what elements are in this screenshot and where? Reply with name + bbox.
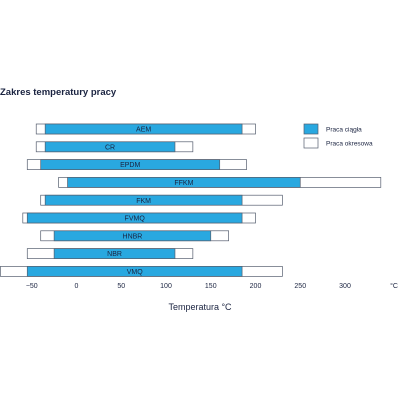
bar-label-ffkm: FFKM: [174, 180, 193, 187]
chart-title: Zakres temperatury pracy: [0, 87, 117, 98]
x-axis: −50 0 50 100 150 200 250 300 °C: [26, 282, 398, 290]
x-tick-label: 100: [160, 283, 172, 290]
bar-continuous-epdm: [40, 159, 221, 170]
x-tick-label: 250: [294, 283, 306, 290]
bar-continuous-ffkm: [67, 177, 301, 188]
bar-label-cr: CR: [105, 144, 115, 151]
bar-continuous-aem: [44, 123, 243, 135]
bar-label-fkm: FKM: [136, 198, 151, 205]
bar-continuous-hnbr: [53, 230, 212, 242]
bar-label-nbr: NBR: [107, 251, 122, 258]
x-tick-label: 150: [205, 283, 217, 290]
bar-label-fvmq: FVMQ: [125, 216, 146, 223]
bar-label-hnbr: HNBR: [123, 233, 143, 240]
bar-label-aem: AEM: [136, 127, 151, 134]
bars-group: AEM CR EPDM FFKM FKM FVMQ HNBR NBR VMQ: [0, 123, 382, 277]
x-axis-title: Temperatura °C: [168, 302, 232, 312]
legend-label-intermittent: Praca okresowa: [326, 141, 373, 148]
x-tick-label: 0: [75, 283, 79, 290]
bar-continuous-vmq: [26, 266, 243, 277]
bar-label-epdm: EPDM: [120, 162, 140, 169]
bar-continuous-cr: [44, 141, 176, 153]
legend-swatch-intermittent: [303, 137, 319, 149]
bar-label-vmq: VMQ: [127, 269, 144, 276]
legend-swatch-continuous: [303, 123, 319, 135]
bar-continuous-fkm: [44, 194, 243, 206]
legend: Praca ciągła Praca okresowa: [303, 123, 373, 149]
x-tick-label: −50: [26, 283, 38, 290]
bar-continuous-nbr: [53, 248, 176, 259]
bar-continuous-fvmq: [26, 212, 243, 224]
x-tick-label: 200: [250, 283, 262, 290]
x-tick-label: 300: [339, 283, 351, 290]
x-tick-label: 50: [117, 283, 125, 290]
x-unit-label: °C: [390, 282, 398, 290]
legend-label-continuous: Praca ciągła: [326, 127, 362, 134]
